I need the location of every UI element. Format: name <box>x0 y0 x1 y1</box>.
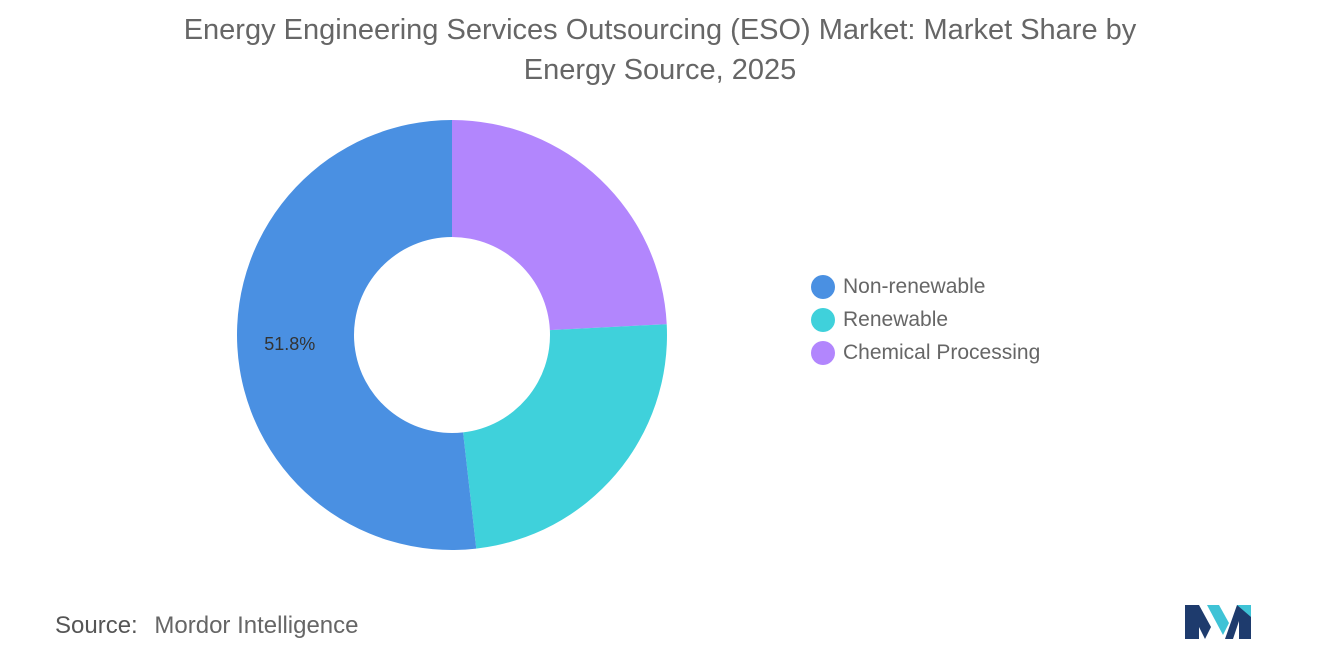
slice-labels: 51.8% <box>264 334 315 354</box>
source-note: Source: Mordor Intelligence <box>55 612 359 640</box>
legend-item-renewable: Renewable <box>811 303 1040 336</box>
legend-label-non-renewable: Non-renewable <box>843 274 986 298</box>
slice-label-non-renewable: 51.8% <box>264 334 315 354</box>
logo-shape-left <box>1185 605 1211 639</box>
mordor-intelligence-logo-icon <box>1185 605 1251 639</box>
legend-item-chemical-processing: Chemical Processing <box>811 336 1040 369</box>
donut-slices <box>236 120 667 551</box>
slice-non-renewable <box>236 120 477 551</box>
logo-shape-accent <box>1237 605 1251 617</box>
chart-title-line-2: Energy Source, 2025 <box>523 54 797 86</box>
slice-chemical-processing <box>452 120 667 331</box>
chart-title-line-1: Energy Engineering Services Outsourcing … <box>183 14 1137 46</box>
legend-swatch-non-renewable <box>811 274 835 299</box>
legend-item-non-renewable: Non-renewable <box>811 270 1040 303</box>
source-key: Source: <box>55 612 138 639</box>
slice-renewable <box>463 324 667 549</box>
logo-shape-mid <box>1207 605 1229 635</box>
chart-legend: Non-renewable Renewable Chemical Processin… <box>811 270 1040 369</box>
legend-swatch-renewable <box>811 307 835 332</box>
legend-label-chemical-processing: Chemical Processing <box>843 340 1041 364</box>
source-value: Mordor Intelligence <box>154 612 359 639</box>
logo-shape-right <box>1225 605 1251 639</box>
legend-label-renewable: Renewable <box>843 307 949 331</box>
legend-swatch-chemical-processing <box>811 340 835 365</box>
chart-title: Energy Engineering Services Outsourcing … <box>0 10 1320 90</box>
